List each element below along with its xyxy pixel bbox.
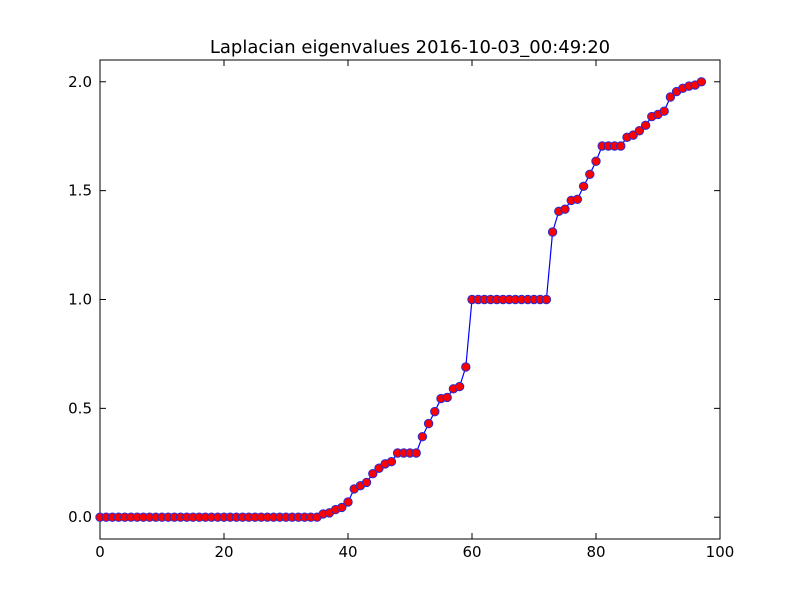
plot-frame (99, 59, 721, 540)
markers-layer (95, 77, 707, 522)
data-point (337, 502, 347, 513)
data-point (411, 448, 421, 458)
data-point (461, 362, 471, 372)
y-tick-label: 0.5 (68, 399, 92, 417)
x-tick-label: 20 (214, 543, 233, 561)
x-tick-label: 80 (586, 543, 605, 561)
data-point (665, 92, 676, 102)
x-tick-label: 60 (462, 543, 481, 561)
x-tick-label: 100 (706, 543, 735, 561)
chart-title: Laplacian eigenvalues 2016-10-03_00:49:2… (210, 37, 610, 58)
data-point (659, 106, 669, 116)
data-point (343, 497, 353, 507)
data-point (616, 141, 626, 151)
data-point (696, 77, 707, 87)
y-tick-label: 1.5 (68, 182, 92, 200)
y-tick-label: 0.0 (68, 508, 92, 526)
data-point (386, 457, 397, 467)
data-point (454, 381, 465, 392)
data-point (541, 294, 552, 305)
data-point (640, 120, 651, 131)
data-point (368, 468, 378, 479)
x-tick-label: 40 (338, 543, 357, 561)
data-point (572, 194, 583, 205)
data-point (634, 126, 645, 136)
data-point (585, 169, 595, 180)
data-point (547, 227, 558, 237)
data-point (591, 156, 601, 166)
data-point (442, 392, 452, 403)
data-point (430, 406, 440, 417)
ticks-layer: 0 20 40 60 80 100 0.0 0.5 1.0 1.5 2.0 (68, 60, 734, 561)
data-point (578, 181, 589, 191)
y-tick-label: 1.0 (68, 291, 92, 309)
data-point (361, 477, 372, 488)
data-point (417, 431, 428, 442)
data-point (423, 418, 434, 429)
data-point (560, 204, 570, 214)
y-tick-label: 2.0 (68, 73, 92, 91)
x-tick-label: 0 (95, 543, 105, 561)
